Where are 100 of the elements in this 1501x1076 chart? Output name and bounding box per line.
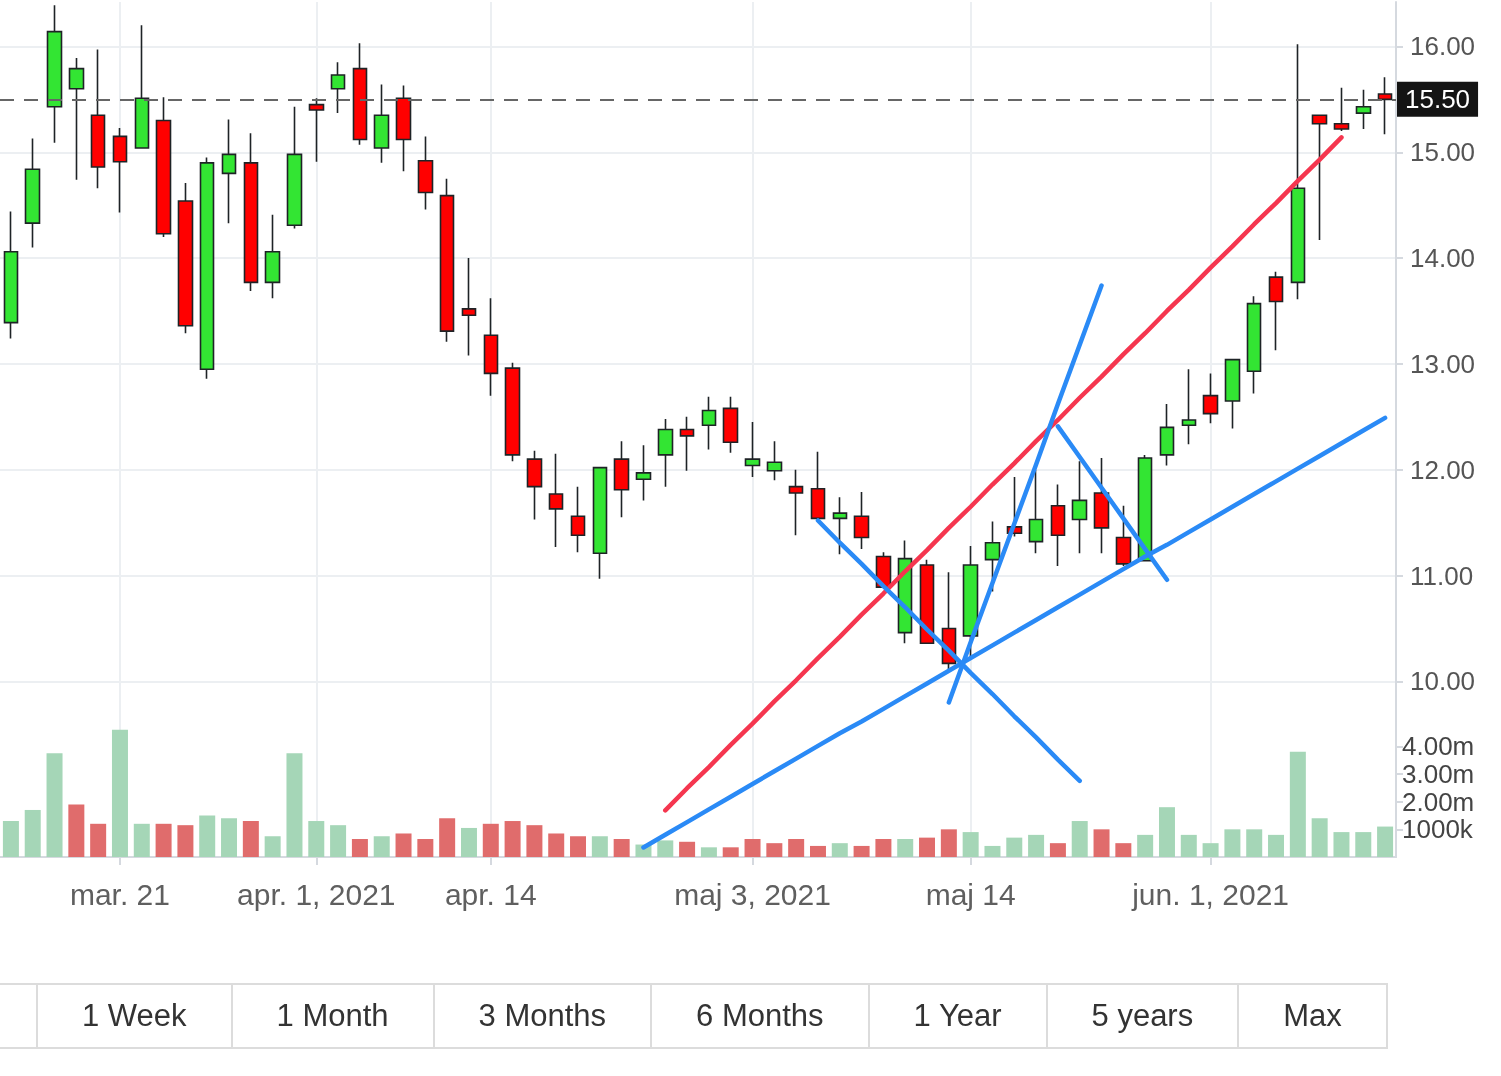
line-series (663, 135, 1344, 813)
bar (286, 753, 303, 857)
candlestick (1268, 271, 1284, 351)
bar (46, 753, 63, 857)
bar (853, 845, 870, 857)
candlestick (352, 42, 368, 146)
candlestick (330, 61, 346, 114)
bar (809, 845, 826, 857)
bar (1137, 834, 1154, 857)
candlestick (613, 440, 630, 519)
candlestick (1159, 403, 1175, 467)
range-button: 1 Week (38, 985, 233, 1047)
bar (1115, 843, 1132, 857)
range-button: 1 Month (232, 985, 435, 1047)
candlestick (657, 418, 674, 488)
range-button: Max (1239, 985, 1388, 1047)
candlestick (395, 84, 412, 173)
bar (155, 823, 172, 857)
bar (1377, 826, 1394, 857)
candlestick (526, 449, 543, 521)
bar (504, 821, 521, 857)
x-tick-label: mar. 21 (69, 877, 170, 911)
candlestick (1355, 89, 1372, 130)
bar (1158, 807, 1175, 857)
bar (700, 847, 717, 857)
bar (242, 821, 259, 857)
candlestick (592, 466, 608, 580)
bar (897, 839, 914, 857)
x-tick-label: maj 14 (925, 877, 1016, 911)
candlestick (1333, 86, 1350, 132)
candlestick (701, 395, 717, 451)
bar (199, 815, 216, 857)
candlestick (90, 48, 106, 190)
candlestick (134, 24, 150, 149)
candlestick (679, 416, 695, 472)
candlestick (1050, 483, 1066, 567)
bar (395, 833, 412, 857)
y-tick-label: 11.00 (1410, 560, 1474, 591)
candlestick (308, 97, 325, 163)
bar (548, 833, 565, 857)
candlestick (1093, 457, 1110, 555)
bar (373, 836, 390, 857)
y-tick-label: 12.00 (1410, 454, 1476, 485)
bar (744, 839, 761, 857)
bar (1006, 837, 1023, 857)
bar (679, 841, 696, 857)
candlestick (177, 182, 194, 335)
bar (264, 836, 281, 857)
candlestick (199, 156, 215, 380)
x-tick-label: maj 3, 2021 (674, 877, 831, 911)
candlestick (744, 421, 761, 478)
candlestick (962, 545, 979, 658)
candlestick (46, 4, 63, 144)
bar (2, 821, 19, 857)
bar (133, 823, 150, 857)
candlestick (832, 496, 848, 556)
candlestick (243, 132, 259, 292)
y-tick-label: 13.00 (1410, 348, 1476, 379)
candlestick (112, 127, 128, 214)
bar (1311, 818, 1328, 857)
range-button: 5 years (1047, 985, 1240, 1047)
y-tick-label: 14.00 (1410, 243, 1476, 274)
bar (591, 836, 608, 857)
candlestick (439, 177, 455, 343)
x-tick-label: apr. 14 (444, 877, 537, 911)
bar (1202, 843, 1219, 857)
bar (1355, 832, 1372, 857)
y-tick-label: 10.00 (1410, 666, 1476, 697)
y-tick-label: 15.00 (1410, 137, 1476, 168)
candlestick (810, 450, 826, 520)
candlestick (635, 444, 652, 502)
candlestick (373, 83, 390, 164)
bar (1289, 751, 1306, 857)
bar (919, 837, 936, 857)
candlestick (483, 297, 499, 397)
y2-tick-label: 2.00m (1402, 786, 1475, 817)
bar (766, 843, 783, 857)
candlestick (853, 491, 870, 550)
bar (1333, 832, 1350, 857)
bar (984, 845, 1001, 857)
candlestick (548, 453, 564, 548)
candlestick (788, 468, 804, 537)
candlestick (1181, 368, 1197, 446)
candlestick (417, 135, 434, 211)
candlestick (504, 362, 521, 463)
bar (1224, 829, 1241, 857)
bar (1180, 834, 1197, 857)
y2-tick-label: 1000k (1402, 814, 1474, 845)
range-button: 1 Year (869, 985, 1048, 1047)
ref-line-label: 15.50 (1405, 84, 1471, 115)
bar (351, 839, 368, 857)
candlestick (984, 520, 1001, 593)
bar (962, 832, 979, 857)
candlestick (1290, 43, 1306, 301)
bar (111, 729, 128, 857)
bar (613, 839, 630, 857)
candlestick (1246, 295, 1262, 395)
bar (788, 839, 805, 857)
bar (460, 827, 477, 857)
candlestick (1115, 504, 1132, 567)
